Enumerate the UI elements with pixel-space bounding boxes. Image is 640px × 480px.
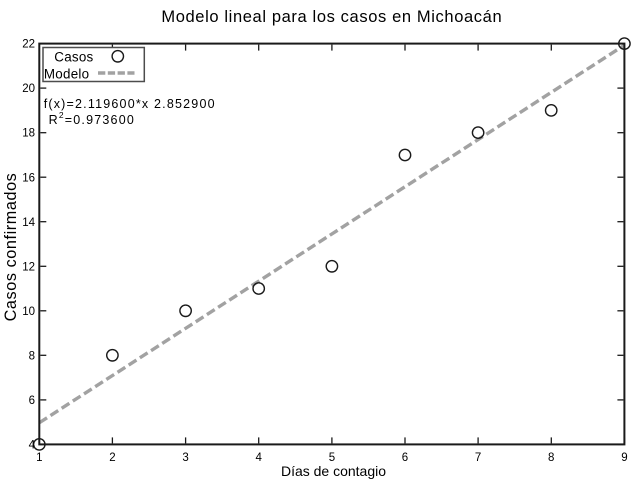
svg-text:Modelo: Modelo (44, 66, 89, 81)
svg-text:22: 22 (22, 39, 35, 51)
svg-text:7: 7 (475, 452, 481, 464)
svg-text:f(x)=2.119600*x 2.852900: f(x)=2.119600*x 2.852900 (44, 97, 216, 111)
svg-text:18: 18 (22, 128, 35, 140)
svg-text:1: 1 (36, 452, 42, 464)
svg-text:12: 12 (22, 261, 35, 273)
svg-text:9: 9 (621, 452, 627, 464)
svg-text:8: 8 (29, 350, 35, 362)
svg-text:2: 2 (109, 452, 115, 464)
svg-text:4: 4 (255, 452, 262, 464)
svg-text:14: 14 (22, 217, 35, 229)
svg-text:10: 10 (22, 306, 35, 318)
svg-text:4: 4 (29, 440, 36, 452)
svg-text:Modelo lineal para los casos e: Modelo lineal para los casos en Michoacá… (161, 8, 502, 26)
svg-text:R2=0.973600: R2=0.973600 (49, 110, 135, 127)
svg-text:6: 6 (402, 452, 408, 464)
svg-text:8: 8 (548, 452, 554, 464)
svg-text:3: 3 (182, 452, 188, 464)
svg-text:Casos confirmados: Casos confirmados (2, 173, 20, 322)
svg-text:16: 16 (22, 172, 35, 184)
svg-text:20: 20 (22, 83, 35, 95)
svg-text:6: 6 (29, 395, 35, 407)
svg-text:5: 5 (329, 452, 335, 464)
svg-text:Días de contagio: Días de contagio (281, 463, 386, 479)
svg-text:Casos: Casos (54, 50, 93, 65)
